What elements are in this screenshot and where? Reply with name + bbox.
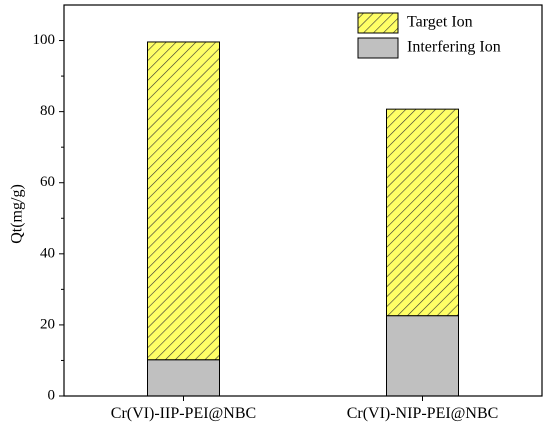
bar-target-2 [386, 108, 459, 317]
bar-interfering-1 [147, 359, 220, 397]
legend-swatch [357, 37, 399, 59]
legend-swatch [357, 12, 399, 34]
y-tick-label: 80 [40, 103, 55, 119]
legend: Target Ion Interfering Ion [357, 12, 501, 59]
legend-label: Interfering Ion [407, 39, 501, 56]
y-axis-label: Qt(mg/g) [9, 184, 26, 244]
bar-target-1 [147, 41, 220, 361]
x-tick-label: Cr(VI)-NIP-PEI@NBC [347, 405, 499, 422]
y-tick-label: 0 [48, 387, 56, 403]
y-tick-label: 100 [33, 32, 56, 48]
x-tick-label: Cr(VI)-IIP-PEI@NBC [111, 405, 256, 422]
y-tick-label: 20 [40, 316, 55, 332]
legend-label: Target Ion [407, 14, 473, 31]
plot-frame [63, 4, 543, 397]
y-tick-label: 40 [40, 245, 55, 261]
bar-interfering-2 [386, 315, 459, 397]
y-tick-label: 60 [40, 174, 55, 190]
